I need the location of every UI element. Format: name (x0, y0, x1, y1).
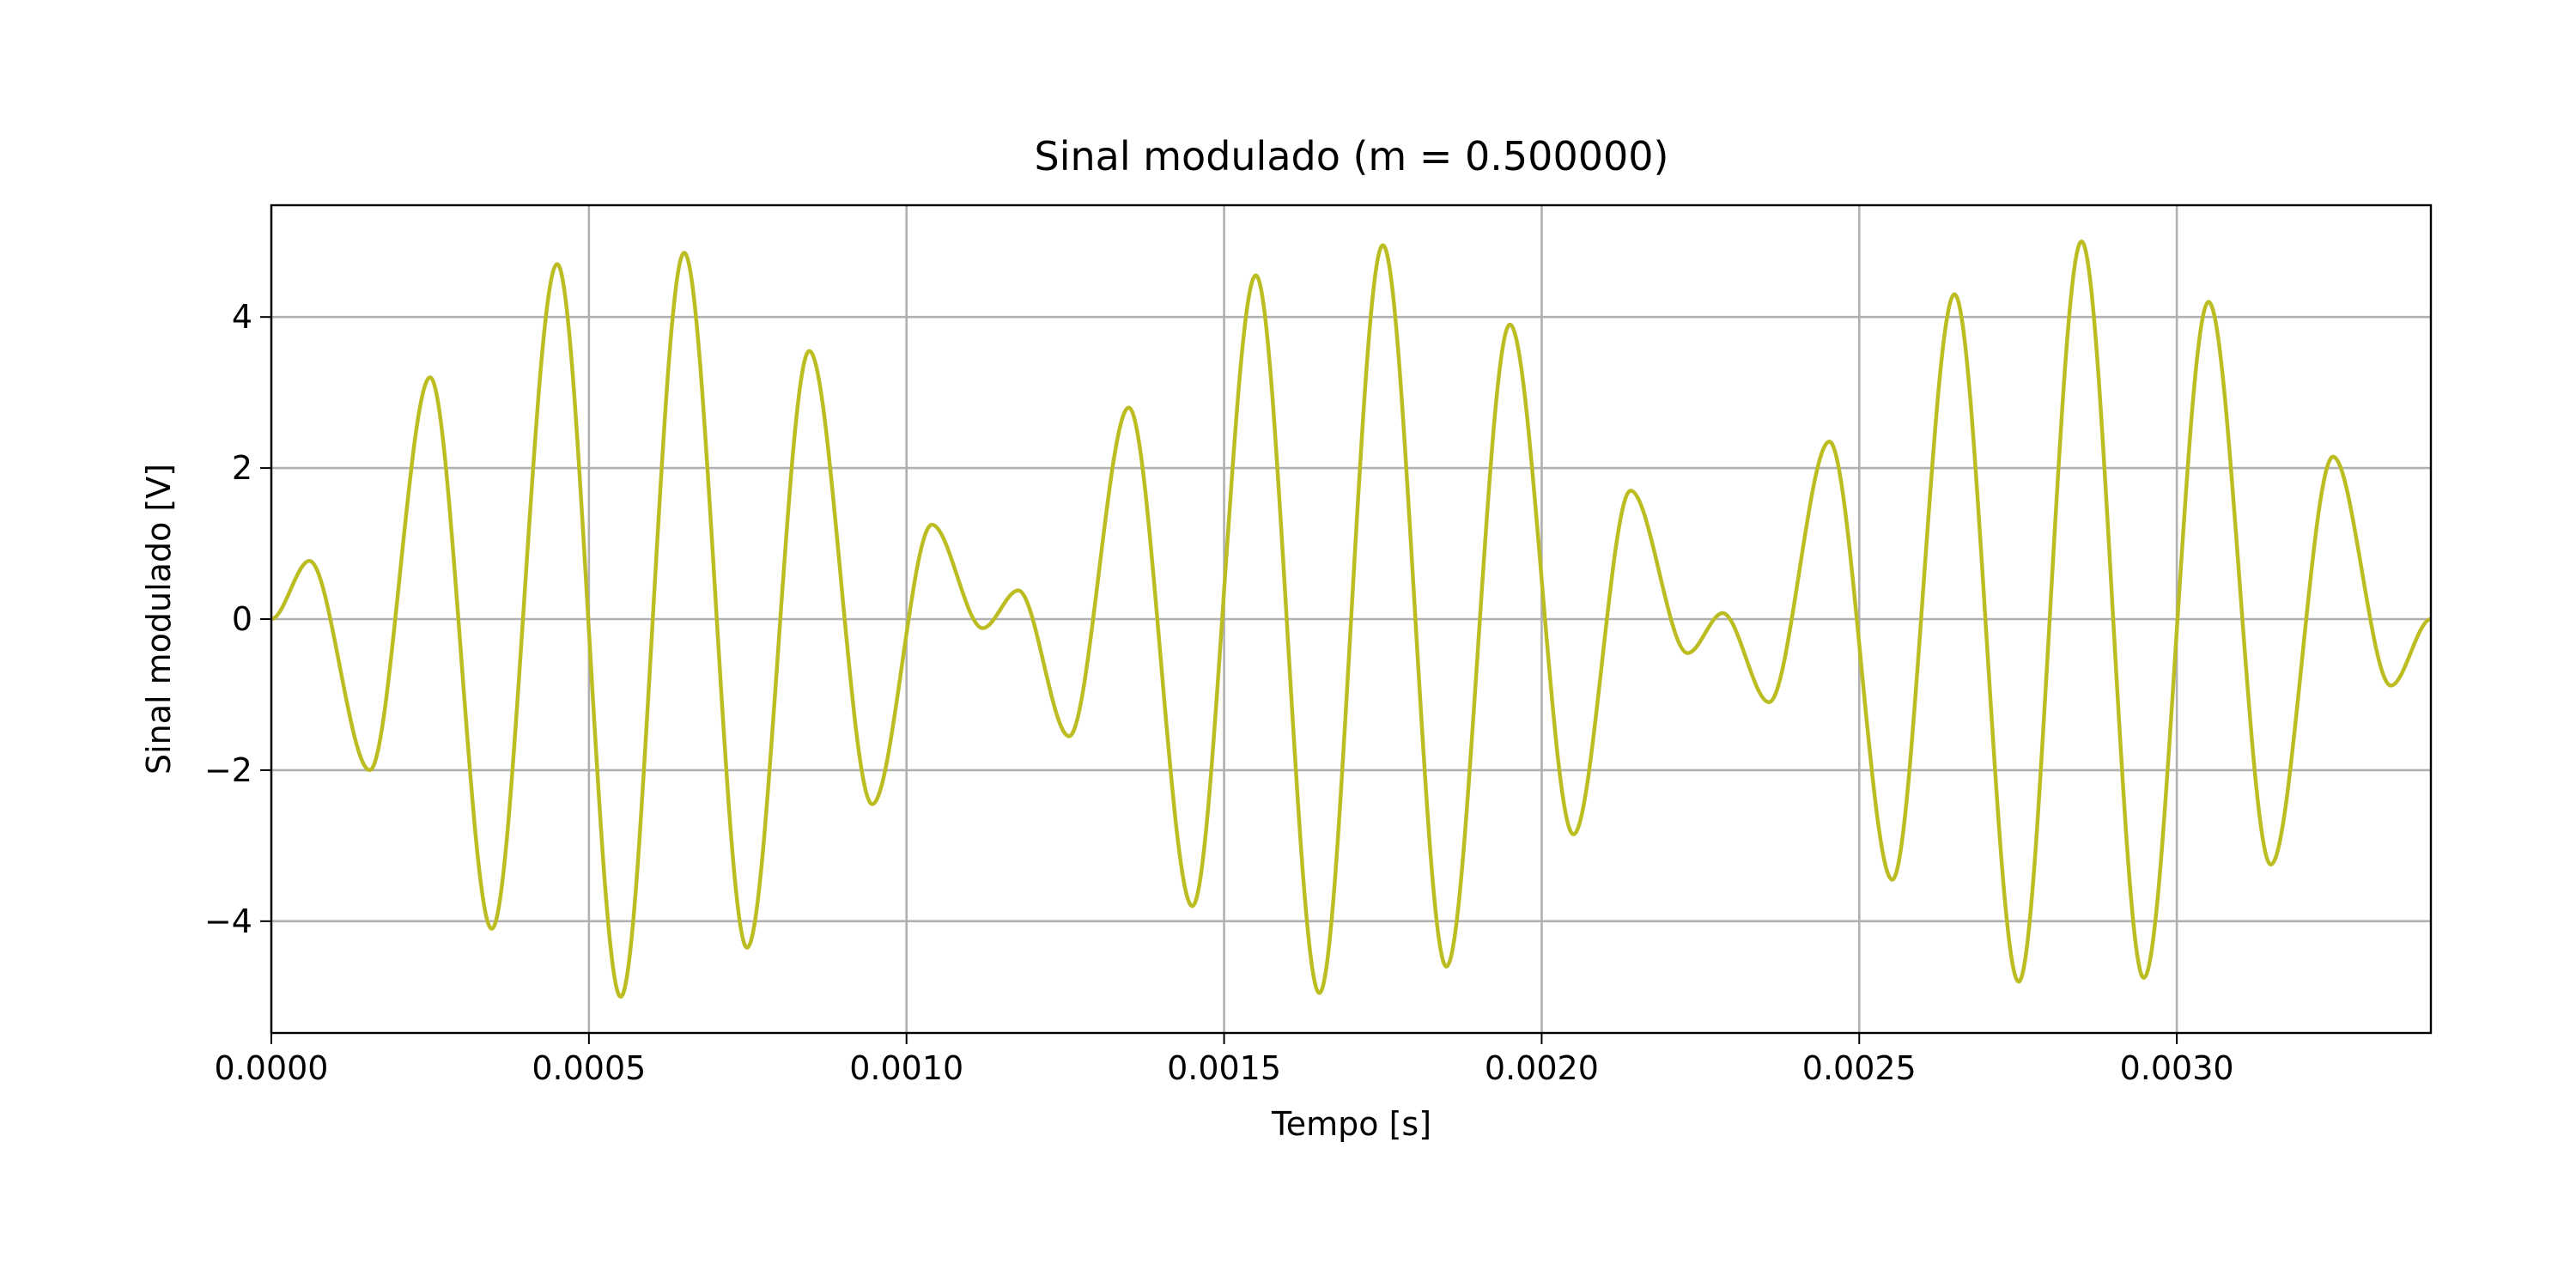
x-tick-label: 0.0020 (1485, 1049, 1599, 1087)
x-tick-label: 0.0005 (532, 1049, 646, 1087)
y-tick-label: 2 (232, 449, 252, 487)
y-tick-label: 0 (232, 600, 252, 638)
plot-frame (270, 204, 2433, 1035)
x-axis-label: Tempo [s] (1271, 1105, 1431, 1143)
x-tick-label: 0.0010 (849, 1049, 963, 1087)
x-tick-label: 0.0030 (2120, 1049, 2234, 1087)
signal-line (270, 239, 2432, 999)
x-tick-label: 0.0025 (1802, 1049, 1917, 1087)
y-tick-label: −4 (204, 902, 252, 940)
chart-title: Sinal modulado (m = 0.500000) (1035, 133, 1669, 179)
x-tick-label: 0.0015 (1167, 1049, 1281, 1087)
x-tick-label: 0.0000 (215, 1049, 329, 1087)
y-tick-label: −2 (204, 751, 252, 789)
y-tick-label: 4 (232, 298, 252, 336)
y-axis-label: Sinal modulado [V] (140, 464, 178, 775)
